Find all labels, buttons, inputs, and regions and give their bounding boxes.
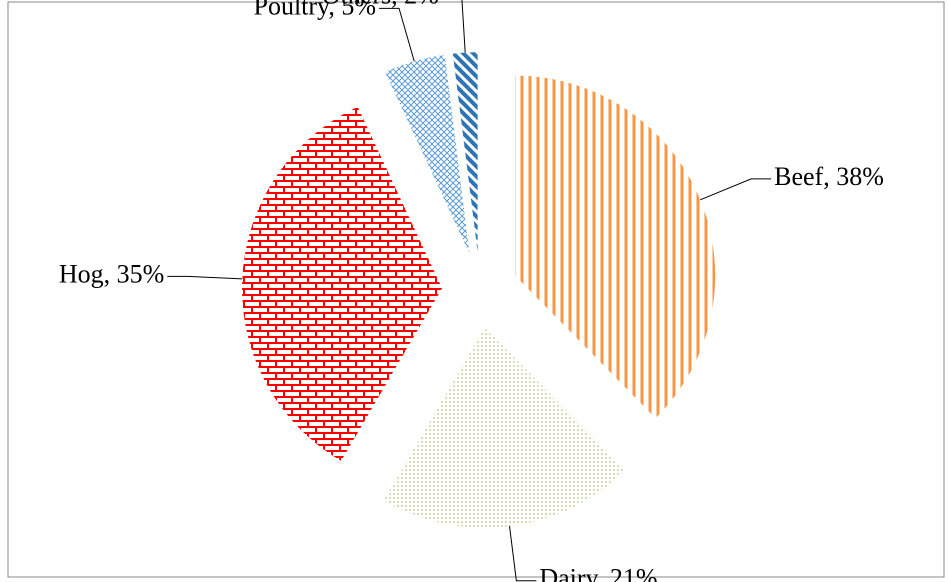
pie-slice bbox=[242, 106, 443, 461]
leader-line bbox=[461, 0, 466, 53]
leader-line bbox=[167, 275, 243, 280]
leader-line bbox=[509, 526, 537, 582]
pie-slice bbox=[515, 75, 716, 419]
data-label: Others, 2% bbox=[322, 0, 439, 10]
pie-slice bbox=[452, 52, 478, 253]
leader-line bbox=[379, 7, 415, 62]
pie-slice bbox=[383, 327, 626, 528]
pie-slice bbox=[385, 55, 470, 254]
data-label: Hog, 35% bbox=[59, 259, 164, 288]
data-label: Beef, 38% bbox=[774, 162, 884, 191]
data-label: Poultry, 5% bbox=[253, 0, 376, 20]
data-label: Dairy, 21% bbox=[539, 564, 657, 582]
leader-line bbox=[700, 178, 772, 201]
